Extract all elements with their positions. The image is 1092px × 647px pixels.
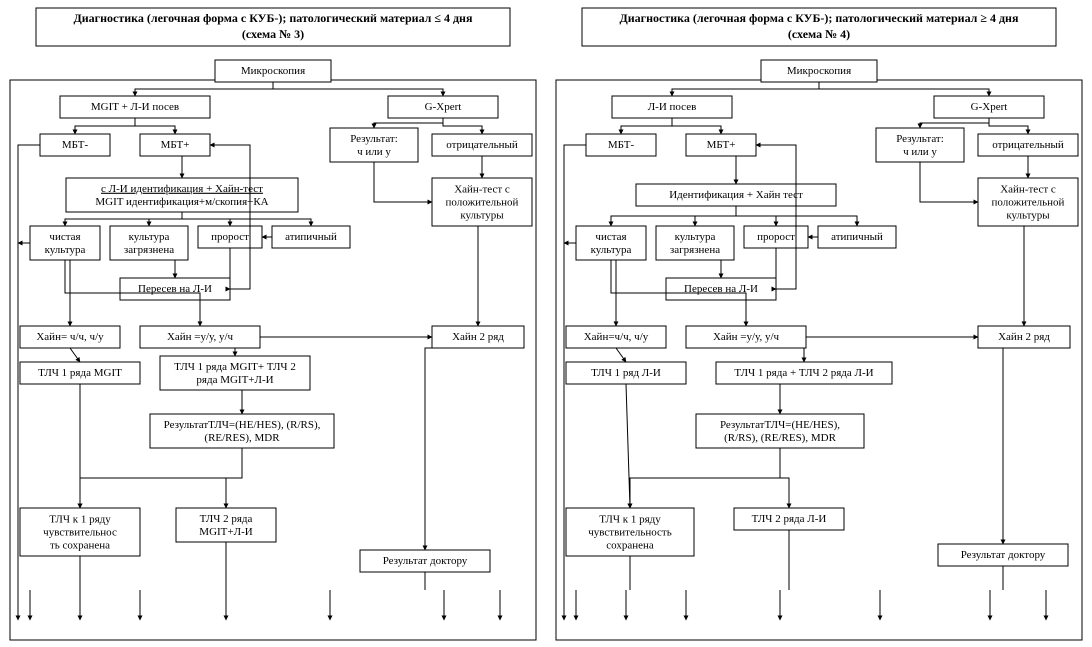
right-atyp-label: атипичный [831,231,883,243]
right-tlc1-label: ТЛЧ 1 ряд Л-И [591,367,661,379]
right-hainpos-label-0: Хайн-тест с [1000,183,1056,195]
right-neg-label: отрицательный [992,139,1064,151]
right-dirty-label-0: культура [675,231,716,243]
left-haincc-label: Хайн= ч/ч, ч/у [36,331,104,343]
left-hainpos-label-1: положительной [446,196,519,208]
right-gxpert-label: G-Xpert [971,101,1008,113]
right-micro-label: Микроскопия [787,65,851,77]
right-result-label-0: Результат: [896,133,944,145]
left-mgit-label: MGIT + Л-И посев [91,101,179,113]
left-tlc12-label-1: ряда MGIT+Л-И [196,374,273,386]
right-tlcsens-label-0: ТЛЧ к 1 ряду [599,513,661,525]
left-tlcsens-label-0: ТЛЧ к 1 ряду [49,513,111,525]
right-tlcsens-label-1: чувствительность [588,526,672,538]
right-hainyy-label: Хайн =у/у, у/ч [713,331,780,343]
right-tlcsens-label-2: сохранена [606,539,654,551]
right-resdoc-label: Результат доктору [961,549,1046,561]
left-tlc12-label-0: ТЛЧ 1 ряда MGIT+ ТЛЧ 2 [174,361,296,373]
left-resdoc-label: Результат доктору [383,555,468,567]
right-clean-label-0: чистая [595,231,626,243]
right-restlc-label-1: (R/RS), (RE/RES), MDR [724,432,837,444]
left-result-label-1: ч или у [357,146,391,158]
left-hain2-label: Хайн 2 ряд [452,331,504,343]
right-dirty-label-1: загрязнена [670,244,720,256]
right-hain2-label: Хайн 2 ряд [998,331,1050,343]
right-clean-label-1: культура [591,244,632,256]
right-result-label-1: ч или у [903,146,937,158]
right-hainpos-label-2: культуры [1006,209,1050,221]
left-mbtpos-label: МБТ+ [161,139,190,151]
left-clean-label-1: культура [45,244,86,256]
right-prorost-label: пророст [757,231,795,243]
left-ident-label-1: MGIT идентификация+м/скопия+КА [95,196,268,208]
left-restlc-label-0: РезультатТЛЧ=(HE/HES), (R/RS), [164,419,321,431]
left-hainpos-label-2: культуры [460,209,504,221]
left-dirty-label-0: культура [129,231,170,243]
left-atyp-label: атипичный [285,231,337,243]
left-title-0: Диагностика (легочная форма с КУБ-); пат… [74,11,473,25]
left-tlcsens-label-1: чувствительнос [43,526,117,538]
right-restlc-label-0: РезультатТЛЧ=(HE/HES), [720,419,840,431]
left-tlc1-label: ТЛЧ 1 ряда MGIT [38,367,122,379]
right-title-1: (схема № 4) [788,27,850,41]
right-ident-label: Идентификация + Хайн тест [669,189,803,201]
left-tlc2-label-0: ТЛЧ 2 ряда [200,513,253,525]
left-restlc-label-1: (RE/RES), MDR [204,432,280,444]
left-dirty-label-1: загрязнена [124,244,174,256]
right-haincc-label: Хайн=ч/ч, ч/у [584,331,649,343]
right-mbtneg-label: МБТ- [608,139,635,151]
right-li-label: Л-И посев [648,101,697,113]
right-tlc12-label: ТЛЧ 1 ряда + ТЛЧ 2 ряда Л-И [734,367,873,379]
left-gxpert-label: G-Xpert [425,101,462,113]
left-ident-label-0: с Л-И идентификация + Хайн-тест [101,183,263,195]
left-mbtneg-label: МБТ- [62,139,89,151]
left-tlcsens-label-2: ть сохранена [50,539,110,551]
left-title-1: (схема № 3) [242,27,304,41]
left-hainyy-label: Хайн =у/у, у/ч [167,331,234,343]
left-prorost-label: пророст [211,231,249,243]
right-title-0: Диагностика (легочная форма с КУБ-); пат… [620,11,1019,25]
left-tlc2-label-1: MGIT+Л-И [199,526,252,538]
left-neg-label: отрицательный [446,139,518,151]
left-micro-label: Микроскопия [241,65,305,77]
left-clean-label-0: чистая [49,231,80,243]
left-result-label-0: Результат: [350,133,398,145]
left-hainpos-label-0: Хайн-тест с [454,183,510,195]
right-hainpos-label-1: положительной [992,196,1065,208]
right-tlc2-label: ТЛЧ 2 ряда Л-И [752,513,827,525]
right-mbtpos-label: МБТ+ [707,139,736,151]
